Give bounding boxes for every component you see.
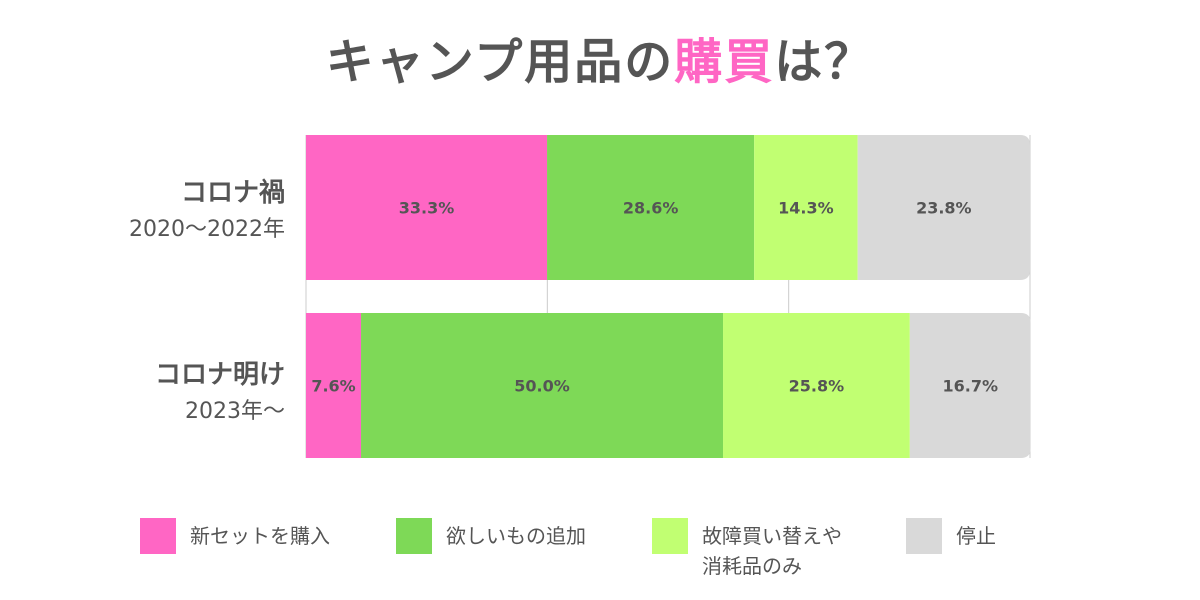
data-label-0-1: 28.6% bbox=[623, 199, 679, 218]
bar-row-1 bbox=[306, 313, 1031, 458]
data-label-0-3: 23.8% bbox=[916, 199, 972, 218]
category-label-0: コロナ禍 bbox=[180, 178, 285, 208]
chart-title: キャンプ用品の購買は？ bbox=[0, 22, 1200, 92]
bar-segment-1-3 bbox=[909, 313, 1031, 458]
title-text-highlight: 購買 bbox=[674, 34, 775, 90]
data-label-1-3: 16.7% bbox=[943, 377, 999, 396]
data-label-0-2: 14.3% bbox=[778, 199, 834, 218]
title-text-after: は？ bbox=[774, 34, 875, 90]
data-label-1-2: 25.8% bbox=[789, 377, 845, 396]
bar-segment-0-0 bbox=[306, 135, 548, 280]
bar-segment-0-2 bbox=[754, 135, 858, 280]
data-label-1-0: 7.6% bbox=[311, 377, 355, 396]
bar-segment-0-3 bbox=[857, 135, 1030, 280]
bar-row-0 bbox=[306, 135, 1030, 280]
category-sublabel-0: 2020〜2022年 bbox=[129, 217, 285, 242]
title-text-before: キャンプ用品の bbox=[325, 34, 675, 90]
bar-segment-1-0 bbox=[306, 313, 362, 458]
bar-segment-1-1 bbox=[361, 313, 724, 458]
bar-segment-1-2 bbox=[723, 313, 910, 458]
category-label-1: コロナ明け bbox=[154, 360, 285, 390]
data-label-1-1: 50.0% bbox=[514, 377, 570, 396]
category-sublabel-1: 2023年〜 bbox=[185, 399, 285, 424]
data-label-0-0: 33.3% bbox=[399, 199, 455, 218]
bar-segment-0-1 bbox=[547, 135, 755, 280]
